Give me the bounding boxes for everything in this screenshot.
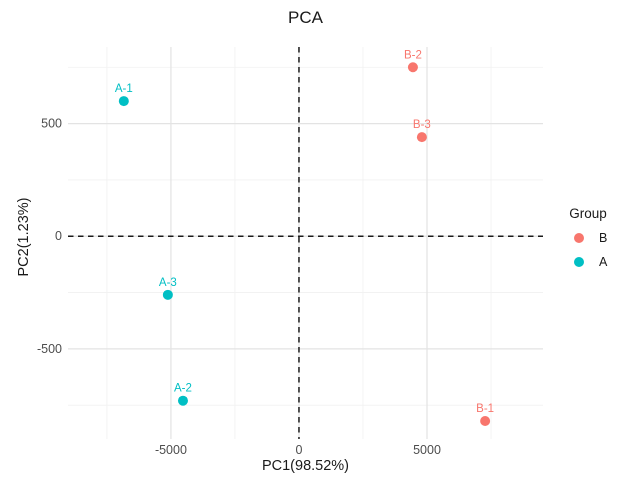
legend-swatch-a-icon — [574, 256, 584, 267]
x-tick-label: -5000 — [155, 443, 187, 457]
data-point-b-3 — [416, 132, 427, 143]
y-tick-label: 0 — [55, 229, 62, 243]
x-axis-title: PC1(98.52%) — [261, 458, 350, 474]
legend: Group B A — [556, 206, 626, 269]
legend-item-a: A — [556, 254, 626, 269]
legend-label-b: B — [599, 230, 608, 245]
data-point-a-1 — [118, 96, 129, 107]
y-tick-label: 500 — [41, 117, 62, 131]
legend-title: Group — [569, 206, 607, 221]
data-point-a-2 — [177, 395, 188, 406]
point-label-a-2: A-2 — [174, 383, 192, 395]
point-label-b-3: B-3 — [413, 119, 431, 131]
data-point-a-3 — [162, 289, 173, 300]
y-tick-label: -500 — [37, 342, 62, 356]
point-label-b-2: B-2 — [404, 49, 422, 61]
chart-title: PCA — [288, 8, 323, 27]
point-label-a-3: A-3 — [159, 277, 177, 289]
data-point-b-2 — [407, 62, 418, 73]
legend-swatch-b-icon — [574, 232, 584, 243]
point-label-a-1: A-1 — [115, 83, 133, 95]
point-label-b-1: B-1 — [476, 403, 494, 415]
x-tick-label: 5000 — [413, 443, 441, 457]
y-axis-title: PC2(1.23%) — [16, 197, 32, 277]
legend-item-b: B — [556, 230, 626, 245]
legend-label-a: A — [599, 254, 608, 269]
data-point-b-1 — [480, 415, 491, 426]
x-tick-label: 0 — [295, 443, 302, 457]
